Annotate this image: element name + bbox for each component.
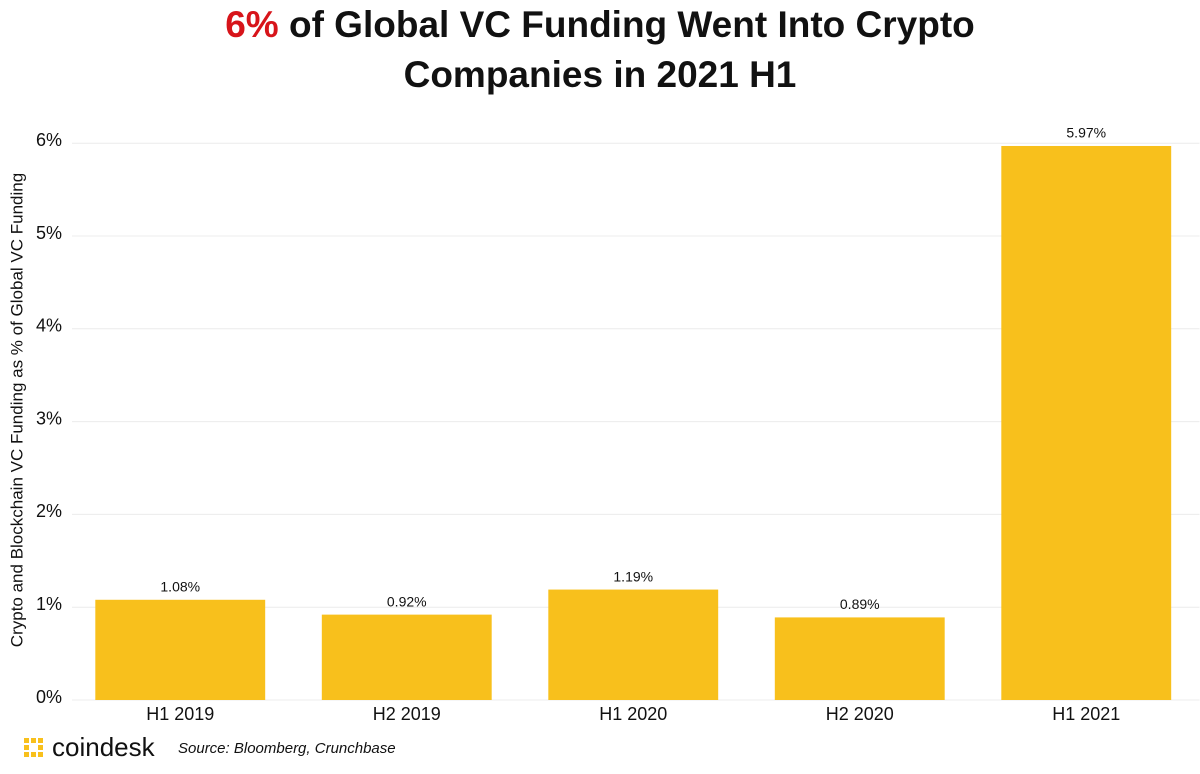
y-tick-label: 3% (36, 408, 62, 428)
bar (548, 589, 719, 700)
source: Source: Bloomberg, Crunchbase (178, 740, 396, 757)
bar (95, 599, 266, 700)
value-label: 1.08% (160, 578, 200, 594)
y-tick-label: 5% (36, 223, 62, 243)
y-tick-label: 6% (36, 130, 62, 150)
value-label: 0.89% (840, 596, 880, 612)
bar (1001, 145, 1172, 700)
y-tick-label: 0% (36, 687, 62, 707)
x-tick-label: H1 2019 (146, 704, 214, 724)
chart-title: of Global VC Funding Went Into Crypto Co… (288, 4, 975, 95)
title-highlight: 6% (225, 4, 279, 45)
y-tick-label: 1% (36, 594, 62, 614)
brand: coindesk (52, 732, 156, 762)
x-tick-label: H1 2020 (599, 704, 667, 724)
bar (321, 614, 492, 700)
bar (774, 617, 945, 700)
x-tick-label: H2 2019 (373, 704, 441, 724)
y-axis-label: Crypto and Blockchain VC Funding as % of… (7, 173, 26, 647)
x-tick-label: H2 2020 (826, 704, 894, 724)
value-label: 1.19% (613, 568, 653, 584)
logo-icon (24, 738, 43, 757)
y-tick-label: 4% (36, 316, 62, 336)
y-tick-label: 2% (36, 501, 62, 521)
value-label: 5.97% (1066, 125, 1106, 141)
x-tick-label: H1 2021 (1052, 704, 1120, 724)
value-label: 0.92% (387, 593, 427, 609)
title-block: 6% of Global VC Funding Went Into Crypto… (0, 0, 1200, 100)
